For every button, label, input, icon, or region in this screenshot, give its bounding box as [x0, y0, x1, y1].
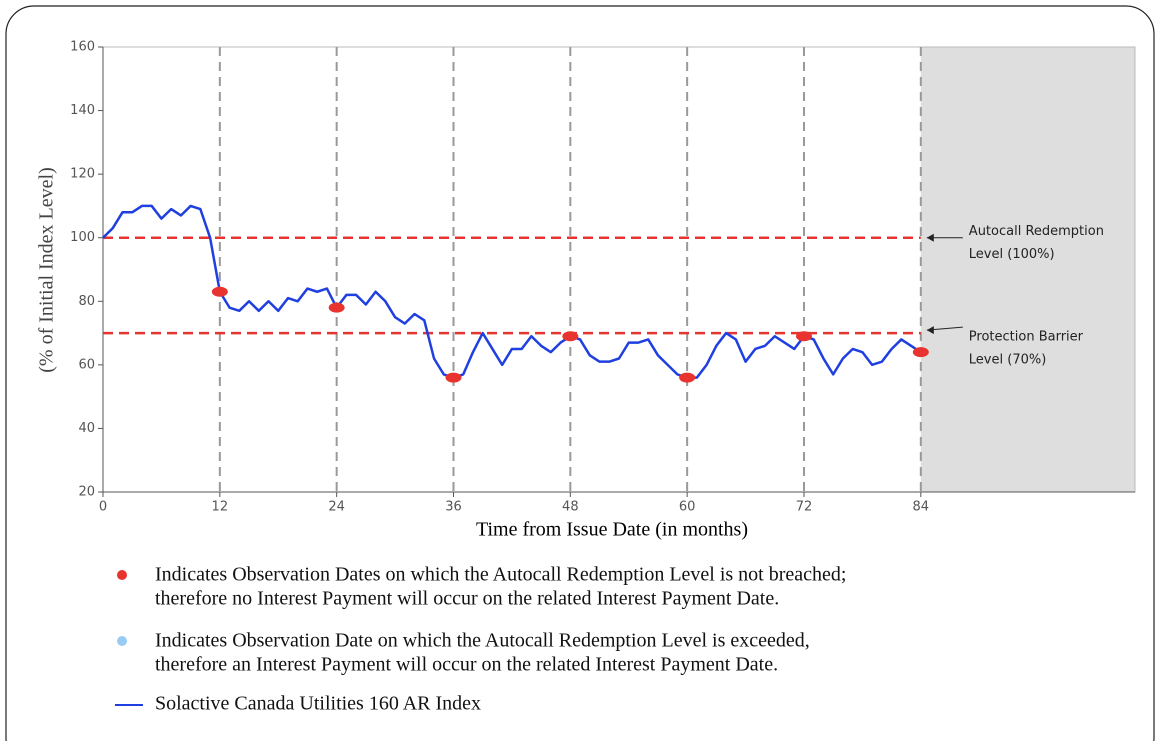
observation-marker	[679, 372, 696, 383]
x-tick-label: 24	[328, 500, 345, 515]
annotation-text: Protection Barrier	[969, 330, 1084, 345]
y-tick-label: 60	[78, 357, 95, 372]
x-tick-label: 12	[212, 500, 229, 515]
y-tick-label: 120	[70, 167, 95, 182]
shaded-region	[920, 47, 1135, 492]
annotation-text: Autocall Redemption	[969, 224, 1104, 239]
y-tick-label: 160	[70, 40, 95, 55]
legend-text: therefore no Interest Payment will occur…	[155, 588, 779, 610]
y-tick-label: 20	[78, 485, 95, 500]
annotation-text: Level (70%)	[969, 353, 1046, 368]
x-tick-label: 84	[913, 500, 930, 515]
y-tick-label: 100	[70, 230, 95, 245]
legend-text: Solactive Canada Utilities 160 AR Index	[155, 693, 481, 715]
arrow-head	[926, 233, 934, 242]
legend-dot	[117, 570, 127, 580]
legend-dot	[117, 636, 127, 646]
legend-text: therefore an Interest Payment will occur…	[155, 654, 778, 676]
y-axis-label: (% of Initial Index Level)	[36, 167, 58, 372]
arrow-head	[926, 326, 934, 335]
border	[5, 5, 1155, 741]
y-tick-label: 140	[70, 103, 95, 118]
y-tick-label: 40	[78, 421, 95, 436]
x-tick-label: 60	[679, 500, 696, 515]
legend-text: Indicates Observation Dates on which the…	[155, 564, 846, 586]
observation-marker	[328, 302, 345, 313]
x-tick-label: 36	[445, 500, 462, 515]
x-tick-label: 72	[796, 500, 813, 515]
observation-marker	[912, 347, 929, 358]
annotation-text: Level (100%)	[969, 247, 1055, 262]
observation-marker	[211, 286, 228, 297]
x-tick-label: 0	[99, 500, 107, 515]
legend-text: Indicates Observation Date on which the …	[155, 630, 810, 652]
x-tick-label: 48	[562, 500, 579, 515]
observation-marker	[795, 331, 812, 342]
y-tick-label: 80	[78, 294, 95, 309]
index-line	[102, 204, 922, 379]
observation-marker	[445, 372, 462, 383]
x-axis-label: Time from Issue Date (in months)	[476, 519, 748, 541]
observation-marker	[562, 331, 579, 342]
